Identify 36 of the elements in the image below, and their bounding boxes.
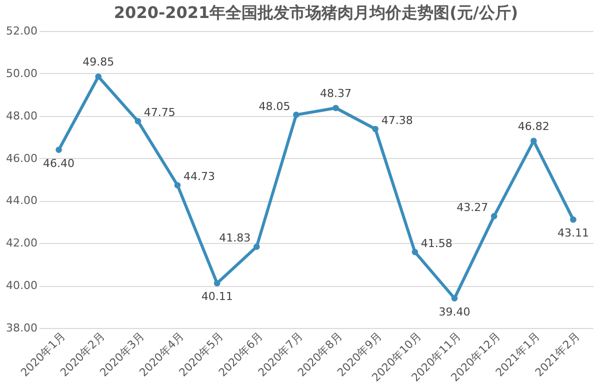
- point: [412, 248, 418, 256]
- point: [214, 280, 220, 286]
- data-label: 43.11: [557, 226, 589, 240]
- data-label: 48.37: [320, 87, 352, 100]
- data-label: 39.40: [438, 305, 470, 318]
- point: [95, 73, 102, 80]
- point: [134, 118, 142, 124]
- y-tick-label: 50.00: [6, 66, 38, 80]
- point: [372, 126, 379, 132]
- data-label: 41.83: [219, 232, 251, 245]
- point: [174, 182, 181, 188]
- data-label: 40.11: [201, 290, 233, 304]
- point: [332, 104, 339, 112]
- y-tick-label: 40.00: [6, 279, 38, 292]
- y-tick-label: 44.00: [6, 194, 38, 208]
- point: [451, 295, 458, 302]
- data-label: 49.85: [82, 56, 114, 69]
- chart-title: 2020-2021年全国批发市场猪肉月均价走势图(元/公斤): [114, 3, 518, 22]
- point: [570, 216, 576, 223]
- y-tick-label: 46.00: [6, 152, 38, 165]
- data-label: 46.40: [43, 156, 75, 170]
- data-label: 47.38: [381, 114, 413, 128]
- y-tick-label: 48.00: [6, 109, 38, 122]
- point: [490, 213, 498, 220]
- y-tick-label: 38.00: [6, 322, 38, 334]
- point: [56, 146, 62, 153]
- data-label: 43.27: [456, 201, 488, 214]
- data-label: 44.73: [184, 170, 215, 184]
- y-tick-label: 52.00: [6, 24, 38, 38]
- data-label: 41.58: [420, 237, 452, 250]
- point: [293, 112, 300, 118]
- data-label: 46.82: [518, 120, 550, 133]
- y-tick-label: 42.00: [6, 236, 38, 250]
- data-label: 48.05: [258, 100, 290, 113]
- point: [253, 244, 260, 250]
- data-label: 47.75: [144, 106, 176, 120]
